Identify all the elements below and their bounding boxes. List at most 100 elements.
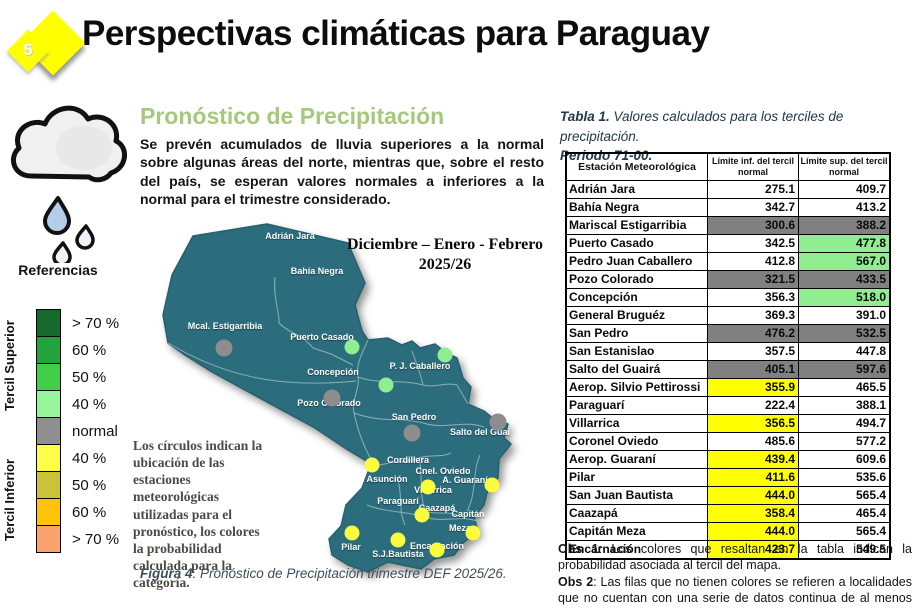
map-station-label: Puerto Casado (290, 332, 354, 342)
legend-item: 40 % (36, 390, 119, 418)
map-station-dot (390, 532, 406, 548)
map-station-dot (378, 377, 394, 393)
table-title-line1: Tabla 1. Valores calculados para los ter… (560, 107, 912, 146)
map-station-label: Asunción (366, 474, 408, 484)
map-station-label: San Pedro (391, 412, 437, 422)
table-row: Puerto Casado 342.5 477.8 (565, 233, 891, 253)
limite-inf-cell: 405.1 (707, 359, 799, 379)
table-title-bold: Tabla 1. (560, 109, 610, 124)
limite-sup-cell: 597.6 (798, 359, 891, 379)
map-station-dot (489, 413, 507, 431)
legend-item: > 70 % (36, 309, 119, 337)
section-heading: Pronóstico de Precipitación (140, 103, 445, 129)
table-row: Pedro Juan Caballero 412.8 567.0 (565, 251, 891, 271)
limite-sup-cell: 388.1 (798, 395, 891, 415)
map-station-label: Mcal. Estigarribia (187, 321, 263, 331)
limite-inf-cell: 356.5 (707, 413, 799, 433)
limite-inf-cell: 355.9 (707, 377, 799, 397)
station-name-cell: Adrián Jara (565, 179, 708, 199)
station-name-cell: Caazapá (565, 503, 708, 523)
map-station-label: S.J.Bautista (372, 549, 424, 559)
legend-swatch (36, 525, 61, 553)
table-row: Aerop. Guaraní 439.4 609.6 (565, 449, 891, 469)
legend-items: > 70 % 60 % 50 % 40 % normal 40 % 50 % 60 % > 70… (36, 309, 119, 553)
paraguay-map: Diciembre – Enero - Febrero 2025/26 Adri… (135, 205, 565, 585)
limite-sup-cell: 567.0 (798, 251, 891, 271)
table-row: San Juan Bautista 444.0 565.4 (565, 485, 891, 505)
table-title: Tabla 1. Valores calculados para los ter… (560, 107, 912, 166)
table-row: Encarnación 423.7 549.5 (565, 539, 891, 560)
table-row: Coronel Oviedo 485.6 577.2 (565, 431, 891, 451)
legend-item: normal (36, 417, 119, 445)
figure-caption-bold: Figura 4 (140, 566, 193, 581)
legend-title: Referencias (18, 262, 98, 278)
legend-item-label: 40 % (72, 450, 107, 467)
legend-item: 40 % (36, 444, 119, 472)
col-header-station: Estación Meteorológica (565, 152, 708, 181)
station-name-cell: Puerto Casado (565, 233, 708, 253)
map-note: Los círculos indican la ubicación de las… (133, 438, 263, 591)
table-row: Bahía Negra 342.7 413.2 (565, 197, 891, 217)
map-station-dot (344, 339, 360, 355)
station-name-cell: Paraguarí (565, 395, 708, 415)
station-name-cell: Encarnación (565, 539, 708, 560)
limite-inf-cell: 275.1 (707, 179, 799, 199)
observation-label: Obs 2 (558, 574, 594, 589)
table-row: Concepción 356.3 518.0 (565, 287, 891, 307)
limite-inf-cell: 411.6 (707, 467, 799, 487)
col-header-inf: Límite inf. del tercil normal (707, 152, 799, 181)
page-title: Perspectivas climáticas para Paraguay (82, 14, 710, 53)
map-station-dot (403, 424, 421, 442)
table-row: General Bruguéz 369.3 391.0 (565, 305, 891, 325)
limite-inf-cell: 369.3 (707, 305, 799, 325)
table-row: Mariscal Estigarribia 300.6 388.2 (565, 215, 891, 235)
limite-sup-cell: 477.8 (798, 233, 891, 253)
slide-number-badge: 5 (6, 10, 88, 90)
legend-item-label: normal (72, 423, 118, 440)
limite-sup-cell: 549.5 (798, 539, 891, 560)
station-name-cell: San Pedro (565, 323, 708, 343)
tercile-table-header: Estación Meteorológica Límite inf. del t… (565, 152, 891, 181)
limite-sup-cell: 409.7 (798, 179, 891, 199)
limite-sup-cell: 609.6 (798, 449, 891, 469)
observation-note: Obs 1: Los colores que resaltan en la ta… (558, 541, 912, 574)
table-row: San Pedro 476.2 532.5 (565, 323, 891, 343)
limite-sup-cell: 532.5 (798, 323, 891, 343)
station-name-cell: Bahía Negra (565, 197, 708, 217)
legend-swatch (36, 309, 61, 337)
map-station-label: A. Guaraní (442, 475, 488, 485)
station-name-cell: Pilar (565, 467, 708, 487)
legend-item: 50 % (36, 471, 119, 499)
legend-item: 60 % (36, 498, 119, 526)
map-station-label: Cnel. Oviedo (415, 466, 471, 476)
table-row: Capitán Meza 444.0 565.4 (565, 521, 891, 541)
station-name-cell: Capitán Meza (565, 521, 708, 541)
limite-sup-cell: 565.4 (798, 485, 891, 505)
limite-inf-cell: 357.5 (707, 341, 799, 361)
table-title-rest: Valores calculados para los terciles de … (560, 109, 844, 144)
map-station-label: Capitán (451, 509, 485, 519)
station-name-cell: San Estanislao (565, 341, 708, 361)
tercile-table-body: Adrián Jara 275.1 409.7 Bahía Negra 342.7 413… (565, 179, 891, 560)
legend-swatch (36, 417, 61, 445)
legend-swatch (36, 498, 61, 526)
limite-inf-cell: 321.5 (707, 269, 799, 289)
col-header-sup: Límite sup. del tercil normal (798, 152, 891, 181)
limite-inf-cell: 342.7 (707, 197, 799, 217)
limite-sup-cell: 465.4 (798, 503, 891, 523)
observations: Obs 1: Los colores que resaltan en la ta… (558, 541, 912, 608)
observation-text: : Los colores que resaltan en la tabla i… (558, 542, 912, 573)
legend-item-label: 60 % (72, 504, 107, 521)
table-row: Paraguarí 222.4 388.1 (565, 395, 891, 415)
limite-inf-cell: 300.6 (707, 215, 799, 235)
station-name-cell: Pozo Colorado (565, 269, 708, 289)
limite-inf-cell: 342.5 (707, 233, 799, 253)
observation-label: Obs 1 (558, 542, 599, 556)
limite-sup-cell: 577.2 (798, 431, 891, 451)
limite-inf-cell: 485.6 (707, 431, 799, 451)
table-row: San Estanislao 357.5 447.8 (565, 341, 891, 361)
limite-inf-cell: 476.2 (707, 323, 799, 343)
map-station-label: Concepción (307, 367, 359, 377)
legend-item: 50 % (36, 363, 119, 391)
